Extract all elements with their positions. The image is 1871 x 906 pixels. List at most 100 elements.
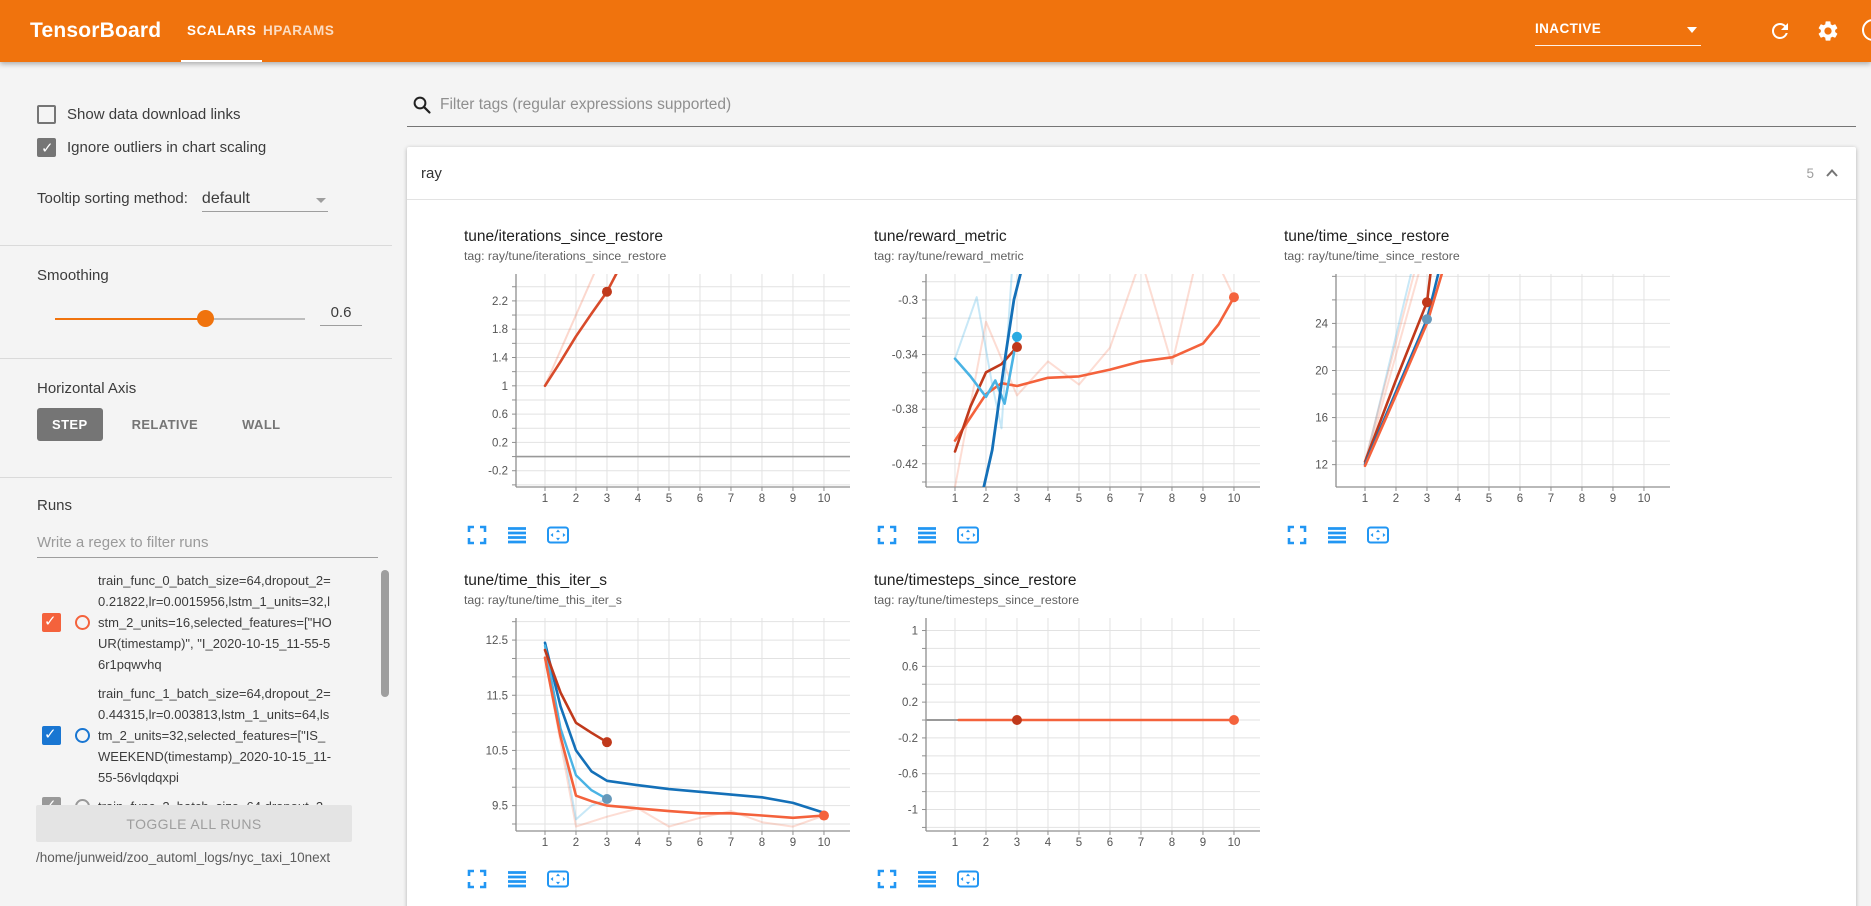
svg-text:8: 8 [759, 493, 765, 505]
fullscreen-icon[interactable] [876, 868, 900, 892]
divider [0, 358, 392, 359]
fullscreen-icon[interactable] [876, 524, 900, 548]
expand-icon[interactable] [546, 524, 570, 548]
axis-button-relative[interactable]: RELATIVE [131, 417, 199, 432]
divider [0, 477, 392, 478]
expand-icon[interactable] [956, 524, 980, 548]
svg-text:1: 1 [952, 493, 958, 505]
run-name: train_func_2_batch_size=64,dropout_2= [98, 796, 332, 810]
status-dropdown-value: INACTIVE [1535, 21, 1602, 36]
run-color-circle-icon[interactable] [75, 728, 90, 743]
toggle-all-runs-button[interactable]: TOGGLE ALL RUNS [36, 805, 352, 842]
checkbox-icon[interactable] [37, 138, 56, 157]
series-line-darkred-smoothed [953, 345, 1019, 453]
tag-filter-input[interactable] [440, 90, 1846, 120]
expand-icon[interactable] [1366, 524, 1390, 548]
chart-plot[interactable]: 1 2 3 4 5 6 7 8 9 10 12.5 11.5 10.5 9.5 [457, 611, 857, 851]
chart-title: tune/iterations_since_restore [464, 228, 664, 245]
divider [0, 245, 392, 246]
chart-title: tune/time_this_iter_s [464, 572, 608, 589]
settings-sidebar: Show data download links Ignore outliers… [0, 62, 392, 906]
run-color-circle-icon[interactable] [75, 799, 90, 810]
ignore-outliers-option[interactable]: Ignore outliers in chart scaling [37, 138, 266, 157]
runs-filter-input[interactable] [37, 530, 378, 558]
expand-icon[interactable] [546, 868, 570, 892]
gridlines [922, 274, 1260, 487]
run-item[interactable]: train_func_1_batch_size=64,dropout_2=0.4… [0, 683, 392, 788]
slider-thumb[interactable] [197, 310, 214, 327]
svg-text:7: 7 [728, 493, 734, 505]
smoothing-slider[interactable] [55, 310, 305, 328]
run-item[interactable]: train_func_0_batch_size=64,dropout_2=0.2… [0, 570, 392, 675]
status-dropdown[interactable]: INACTIVE [1535, 16, 1701, 46]
show-download-links-option[interactable]: Show data download links [37, 105, 240, 124]
svg-text:8: 8 [1169, 493, 1175, 505]
tab-scalars[interactable]: SCALARS [180, 0, 263, 62]
svg-text:0.6: 0.6 [902, 661, 918, 673]
fit-data-icon[interactable] [916, 868, 940, 892]
data-point-dot[interactable] [601, 737, 612, 748]
chart-plot[interactable]: 1 2 3 4 5 6 7 8 9 10 1 0.6 0.2 -0.2 -0.6 -1 [867, 611, 1267, 851]
series-line-cyan-smoothed [953, 335, 1019, 405]
data-point-dot[interactable] [601, 793, 612, 804]
chart-plot[interactable]: 1 2 3 4 5 6 7 8 9 10 2.2 1.8 1.4 1 0.6 0.2 -0.2 [457, 267, 857, 507]
svg-text:12: 12 [1315, 460, 1328, 472]
data-point-dot[interactable] [601, 286, 612, 297]
svg-text:0.6: 0.6 [492, 409, 508, 421]
fit-data-icon[interactable] [506, 524, 530, 548]
svg-text:9: 9 [1610, 493, 1616, 505]
run-color-circle-icon[interactable] [75, 615, 90, 630]
tab-hparams[interactable]: HPARAMS [263, 23, 335, 38]
data-point-dot[interactable] [1421, 314, 1432, 325]
gear-icon[interactable] [1816, 19, 1840, 43]
refresh-icon[interactable] [1768, 19, 1792, 43]
tag-group-header[interactable]: ray 5 [407, 147, 1856, 200]
fit-data-icon[interactable] [916, 524, 940, 548]
option-label: Show data download links [67, 106, 241, 123]
tag-group-card-ray: ray 5 tune/iterations_since_restore tag:… [407, 147, 1856, 906]
axis-button-wall[interactable]: WALL [242, 417, 281, 432]
runs-list: train_func_0_batch_size=64,dropout_2=0.2… [0, 570, 392, 810]
data-point-dot[interactable] [818, 810, 829, 821]
svg-text:1: 1 [502, 381, 508, 393]
svg-text:4: 4 [1045, 837, 1052, 849]
data-point-dot[interactable] [1228, 715, 1239, 726]
svg-text:3: 3 [604, 837, 610, 849]
data-point-dot[interactable] [1011, 331, 1022, 342]
fit-data-icon[interactable] [506, 868, 530, 892]
svg-text:6: 6 [697, 493, 703, 505]
svg-text:2: 2 [573, 837, 579, 849]
data-point-dot[interactable] [1011, 342, 1022, 353]
fit-data-icon[interactable] [1326, 524, 1350, 548]
data-point-dot[interactable] [1011, 715, 1022, 726]
svg-text:-0.6: -0.6 [898, 769, 918, 781]
help-icon[interactable] [1862, 19, 1871, 41]
svg-text:10: 10 [1638, 493, 1651, 505]
expand-icon[interactable] [956, 868, 980, 892]
svg-text:4: 4 [635, 493, 642, 505]
svg-text:7: 7 [728, 837, 734, 849]
smoothing-value-input[interactable]: 0.6 [320, 304, 362, 326]
svg-text:1.8: 1.8 [492, 324, 508, 336]
data-point-dot[interactable] [1228, 292, 1239, 303]
sidebar-scrollbar[interactable] [381, 570, 389, 697]
fullscreen-icon[interactable] [1286, 524, 1310, 548]
tooltip-sorting-select[interactable]: default [201, 190, 328, 212]
data-point-dot[interactable] [1421, 297, 1432, 308]
y-axis: -0.3 -0.34 -0.38 -0.42 [892, 295, 919, 471]
svg-text:2.2: 2.2 [492, 296, 508, 308]
fullscreen-icon[interactable] [466, 868, 490, 892]
axis-button-step[interactable]: STEP [37, 408, 103, 441]
chart-toolbar [466, 868, 867, 892]
chevron-up-icon[interactable] [1822, 163, 1842, 183]
svg-text:-0.42: -0.42 [892, 459, 918, 471]
run-checkbox-icon[interactable] [42, 612, 61, 632]
chart-plot[interactable]: 1 2 3 4 5 6 7 8 9 10 -0.3 -0.34 -0.38 -0.42 [867, 267, 1267, 507]
chart-title: tune/time_since_restore [1284, 228, 1450, 245]
run-checkbox-icon[interactable] [42, 725, 61, 745]
checkbox-icon[interactable] [37, 105, 56, 124]
fullscreen-icon[interactable] [466, 524, 490, 548]
series-line-darkred-smoothed [1363, 274, 1432, 463]
svg-text:5: 5 [1076, 837, 1082, 849]
